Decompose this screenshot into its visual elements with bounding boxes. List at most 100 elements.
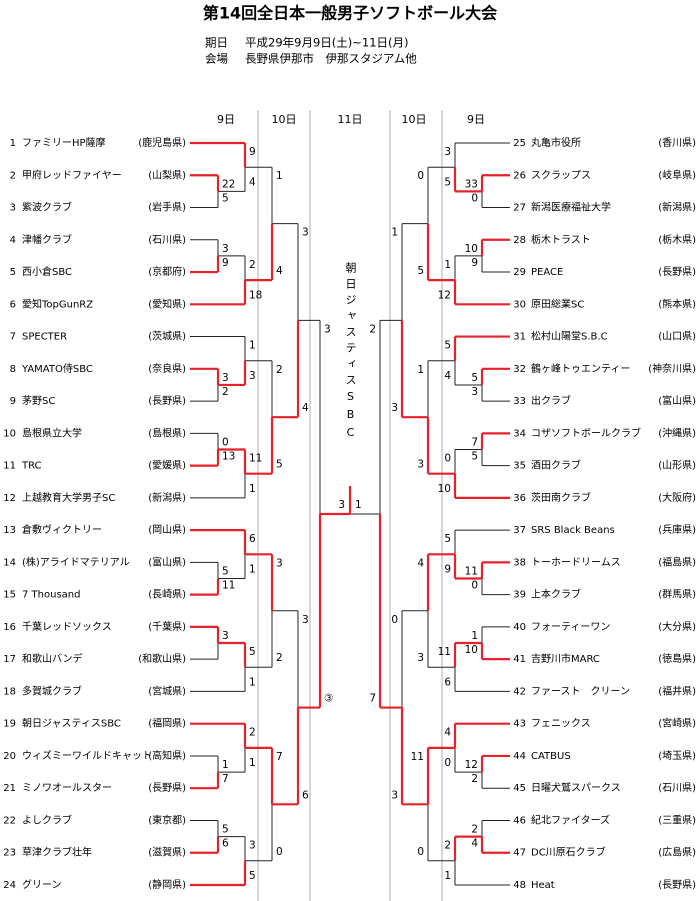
score: 7	[222, 773, 229, 785]
team-pref: (沖縄県)	[658, 426, 696, 439]
score: 3	[222, 243, 229, 255]
team-pref: (岡山県)	[148, 524, 186, 536]
team-number: 26	[513, 170, 526, 181]
score: 1	[249, 483, 256, 495]
team-number: 14	[3, 557, 16, 568]
team-number: 43	[513, 719, 526, 730]
score: 5	[222, 193, 229, 205]
team-pref: (長野県)	[658, 266, 696, 278]
date-label: 期日	[205, 36, 228, 50]
score: 1	[444, 259, 451, 271]
team-name: 日曜犬鷲スパークス	[531, 781, 621, 794]
team-number: 2	[10, 170, 16, 181]
score: 3	[222, 372, 229, 384]
team-pref: (広島県)	[658, 846, 696, 859]
team-number: 17	[3, 654, 16, 665]
team-pref: (山口県)	[658, 331, 696, 343]
team-pref: (岩手県)	[148, 201, 186, 214]
team-pref: (石川県)	[658, 782, 696, 794]
team-name: コザソフトボールクラブ	[531, 426, 641, 439]
team-name: 千葉レッドソックス	[22, 620, 112, 633]
venue: 長野県伊那市 伊那スタジアム他	[245, 52, 417, 66]
score: 18	[249, 289, 262, 301]
score: 1	[417, 364, 424, 376]
team-name: SPECTER	[22, 332, 67, 343]
score: 5	[249, 646, 256, 658]
team-number: 38	[513, 557, 526, 568]
team-name: 津幡クラブ	[22, 233, 72, 246]
score: 3	[417, 652, 424, 664]
team-name: よしクラブ	[22, 813, 72, 826]
score: 4	[276, 265, 283, 277]
score: 3	[391, 402, 398, 414]
team-number: 19	[3, 719, 16, 730]
round-header: 10日	[272, 113, 297, 126]
score: 10	[465, 243, 478, 255]
team-pref: (奈良県)	[148, 362, 186, 375]
team-name: フェニックス	[531, 718, 591, 730]
score: 0	[222, 436, 229, 448]
score: 1	[444, 870, 451, 882]
team-number: 45	[513, 783, 526, 794]
score: 2	[471, 773, 478, 785]
score: 2	[222, 386, 229, 398]
score: 0	[444, 757, 451, 769]
team-number: 29	[513, 267, 526, 278]
score: 3	[222, 630, 229, 642]
score: 33	[465, 178, 478, 190]
team-number: 3	[10, 203, 16, 214]
team-number: 18	[3, 686, 16, 697]
score: 2	[276, 364, 283, 376]
team-pref: (山梨県)	[148, 168, 186, 181]
team-number: 36	[513, 493, 526, 504]
team-number: 6	[10, 299, 16, 310]
score: 7	[276, 751, 283, 763]
score: 0	[471, 580, 478, 592]
team-pref: (石川県)	[148, 234, 186, 246]
bracket-lines	[190, 142, 510, 886]
date: 平成29年9月9日(土)~11日(月)	[245, 36, 408, 50]
team-number: 40	[513, 622, 526, 633]
team-name: 原田総業SC	[531, 297, 584, 310]
score: 2	[444, 840, 451, 852]
team-pref: (和歌山県)	[138, 652, 186, 665]
team-pref: (岐阜県)	[658, 168, 696, 181]
score: 5	[444, 176, 451, 188]
team-name: 松村山陽堂S.B.C	[531, 330, 608, 343]
round-header: 9日	[467, 113, 485, 126]
team-name: 7 Thousand	[22, 590, 80, 601]
score: 3	[302, 227, 309, 239]
score: 0	[417, 170, 424, 182]
score: 10	[438, 483, 451, 495]
score: 7	[369, 693, 376, 705]
labels: 1 ファミリーHP薩摩 (鹿児島県) 2 甲府レッドファイヤー (山梨県) 3 紫波クラブ (岩…	[3, 136, 696, 891]
team-pref: (福井県)	[658, 684, 696, 697]
team-name: Heat	[531, 880, 555, 891]
team-name: 草津クラブ壮年	[22, 846, 92, 859]
score: 0	[444, 452, 451, 464]
team-number: 28	[513, 235, 526, 246]
team-name: 鶴ヶ峰トゥエンティー	[531, 362, 630, 375]
score: 12	[438, 289, 451, 301]
team-pref: (埼玉県)	[658, 749, 696, 762]
score: 4	[302, 402, 309, 414]
team-number: 44	[513, 751, 526, 762]
score: 1	[249, 564, 256, 576]
score: 4	[444, 370, 451, 382]
team-number: 46	[513, 815, 526, 826]
team-pref: (富山県)	[148, 555, 186, 568]
team-name: 倉敷ヴィクトリー	[22, 523, 102, 536]
team-number: 41	[513, 654, 526, 665]
team-pref: (長野県)	[148, 782, 186, 794]
score: 1	[276, 170, 283, 182]
score: 11	[222, 580, 235, 592]
team-name: 茅野SC	[22, 395, 55, 407]
team-name: グリーン	[22, 878, 62, 891]
score: 3	[391, 789, 398, 801]
score: 3	[471, 386, 478, 398]
team-pref: (静岡県)	[148, 878, 186, 891]
team-pref: (群馬県)	[658, 588, 696, 601]
team-pref: (千葉県)	[148, 620, 186, 633]
